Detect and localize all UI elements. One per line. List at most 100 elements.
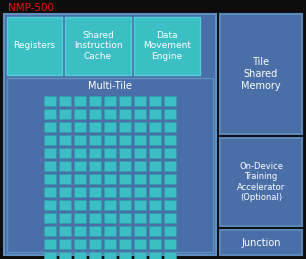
Bar: [74, 252, 86, 259]
Bar: [4, 14, 216, 255]
Bar: [104, 239, 116, 249]
Bar: [149, 174, 161, 184]
Bar: [74, 239, 86, 249]
Bar: [89, 252, 101, 259]
Bar: [149, 239, 161, 249]
Bar: [44, 161, 56, 171]
Bar: [74, 226, 86, 236]
Bar: [74, 187, 86, 197]
Bar: [104, 135, 116, 145]
Bar: [134, 135, 146, 145]
Bar: [164, 96, 176, 106]
Bar: [149, 96, 161, 106]
Bar: [149, 213, 161, 223]
Bar: [134, 109, 146, 119]
Bar: [74, 161, 86, 171]
Bar: [89, 135, 101, 145]
Bar: [44, 252, 56, 259]
Bar: [149, 109, 161, 119]
Bar: [104, 148, 116, 158]
Bar: [119, 148, 131, 158]
Bar: [89, 122, 101, 132]
Bar: [134, 226, 146, 236]
Bar: [59, 148, 71, 158]
Bar: [7, 78, 213, 252]
Bar: [119, 213, 131, 223]
Bar: [59, 239, 71, 249]
Bar: [104, 213, 116, 223]
Bar: [220, 14, 302, 134]
Bar: [89, 213, 101, 223]
Text: Data
Movement
Engine: Data Movement Engine: [143, 31, 191, 61]
Bar: [134, 187, 146, 197]
Bar: [89, 200, 101, 210]
Bar: [104, 187, 116, 197]
Bar: [44, 122, 56, 132]
Bar: [164, 148, 176, 158]
Bar: [119, 109, 131, 119]
Bar: [164, 200, 176, 210]
Bar: [149, 226, 161, 236]
Bar: [134, 239, 146, 249]
Bar: [104, 226, 116, 236]
Bar: [74, 148, 86, 158]
Bar: [164, 174, 176, 184]
Text: Shared
Instruction
Cache: Shared Instruction Cache: [74, 31, 122, 61]
Bar: [44, 109, 56, 119]
Text: Tile
Shared
Memory: Tile Shared Memory: [241, 57, 281, 91]
Bar: [89, 239, 101, 249]
Bar: [104, 252, 116, 259]
Bar: [104, 96, 116, 106]
Bar: [59, 161, 71, 171]
Bar: [104, 122, 116, 132]
Bar: [134, 174, 146, 184]
Bar: [59, 174, 71, 184]
Bar: [44, 187, 56, 197]
Bar: [59, 200, 71, 210]
Bar: [104, 200, 116, 210]
Bar: [149, 148, 161, 158]
Bar: [89, 96, 101, 106]
Bar: [164, 213, 176, 223]
Bar: [119, 174, 131, 184]
Bar: [134, 17, 200, 75]
Bar: [89, 148, 101, 158]
Bar: [44, 213, 56, 223]
Bar: [119, 135, 131, 145]
Bar: [134, 252, 146, 259]
Bar: [149, 200, 161, 210]
Bar: [149, 187, 161, 197]
Bar: [44, 226, 56, 236]
Bar: [59, 122, 71, 132]
Bar: [74, 109, 86, 119]
Bar: [119, 96, 131, 106]
Bar: [149, 252, 161, 259]
Bar: [119, 161, 131, 171]
Bar: [134, 200, 146, 210]
Bar: [74, 174, 86, 184]
Bar: [164, 122, 176, 132]
Bar: [164, 226, 176, 236]
Bar: [134, 213, 146, 223]
Bar: [149, 122, 161, 132]
Bar: [119, 200, 131, 210]
Bar: [44, 135, 56, 145]
Bar: [59, 213, 71, 223]
Bar: [89, 161, 101, 171]
Bar: [149, 135, 161, 145]
Bar: [119, 122, 131, 132]
Text: Junction: Junction: [241, 238, 281, 248]
Bar: [74, 135, 86, 145]
Bar: [119, 239, 131, 249]
Bar: [149, 161, 161, 171]
Bar: [44, 200, 56, 210]
Bar: [164, 252, 176, 259]
Bar: [74, 200, 86, 210]
Bar: [164, 135, 176, 145]
Bar: [220, 230, 302, 255]
Bar: [104, 109, 116, 119]
Bar: [44, 174, 56, 184]
Text: On-Device
Training
Accelerator
(Optional): On-Device Training Accelerator (Optional…: [237, 162, 285, 202]
Bar: [89, 226, 101, 236]
Text: Multi-Tile: Multi-Tile: [88, 81, 132, 91]
